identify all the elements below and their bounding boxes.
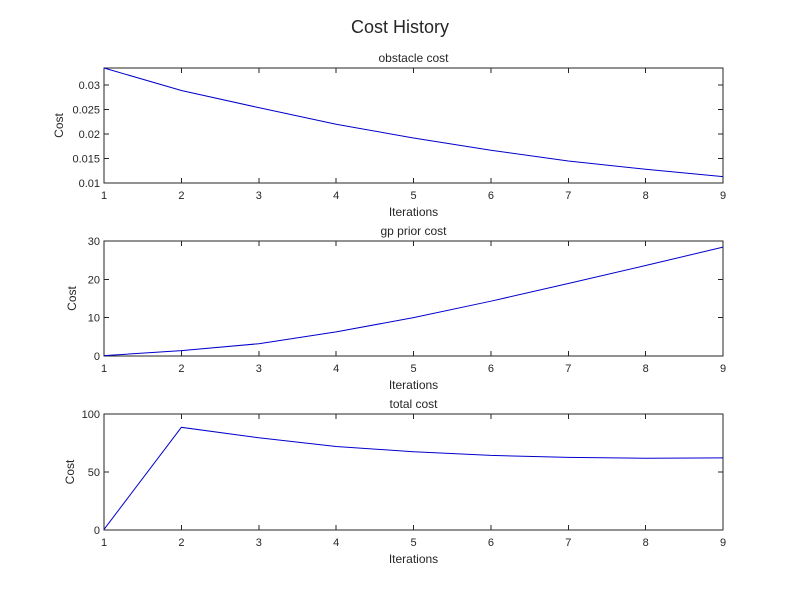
subplot-title: gp prior cost xyxy=(380,224,447,238)
y-tick-label: 0.025 xyxy=(72,105,100,117)
x-tick-label: 6 xyxy=(488,363,494,375)
x-tick-label: 9 xyxy=(720,363,726,375)
y-axis-label: Cost xyxy=(52,113,66,138)
x-tick-label: 4 xyxy=(333,363,339,375)
x-tick-label: 7 xyxy=(565,190,571,202)
series-line-1 xyxy=(103,67,724,178)
y-tick-label: 50 xyxy=(88,467,100,479)
x-tick-label: 1 xyxy=(101,363,107,375)
figure-title: Cost History xyxy=(351,17,449,37)
x-tick-label: 5 xyxy=(410,190,416,202)
y-tick-label: 0.03 xyxy=(79,80,100,92)
y-tick-label: 0 xyxy=(94,525,100,537)
x-tick-label: 1 xyxy=(101,537,107,549)
subplot-3: 1 2 3 4 5 6 7 8 9 0 50 100 total cost Iterations Cost xyxy=(63,397,726,566)
x-tick-label: 8 xyxy=(643,537,649,549)
x-tick-label: 1 xyxy=(101,190,107,202)
x-tick-label: 6 xyxy=(488,537,494,549)
x-axis-label: Iterations xyxy=(389,378,438,392)
x-tick-label: 2 xyxy=(178,363,184,375)
x-tick-label: 7 xyxy=(565,363,571,375)
x-tick-label: 5 xyxy=(410,537,416,549)
y-tick-label: 0.015 xyxy=(72,154,100,166)
y-tick-label: 0 xyxy=(94,351,100,363)
x-tick-label: 8 xyxy=(643,363,649,375)
x-tick-label: 3 xyxy=(256,537,262,549)
x-tick-label: 3 xyxy=(256,363,262,375)
y-axis-label: Cost xyxy=(65,286,79,311)
axes-box xyxy=(103,67,724,184)
x-tick-label: 9 xyxy=(720,537,726,549)
x-tick-label: 9 xyxy=(720,190,726,202)
subplot-1: 1 2 3 4 5 6 7 8 9 0.01 0.015 0.02 0.025 0.03 obstacle … xyxy=(52,51,726,219)
x-tick-label: 5 xyxy=(410,363,416,375)
y-tick-label: 0.01 xyxy=(79,178,100,190)
subplot-title: obstacle cost xyxy=(378,51,449,65)
x-tick-label: 6 xyxy=(488,190,494,202)
series-line-1 xyxy=(103,246,724,357)
x-tick-label: 4 xyxy=(333,537,339,549)
series-line-1 xyxy=(103,426,724,530)
axes-box xyxy=(103,413,724,531)
y-tick-label: 0.02 xyxy=(79,129,100,141)
x-axis-label: Iterations xyxy=(389,205,438,219)
x-tick-label: 7 xyxy=(565,537,571,549)
x-tick-label: 2 xyxy=(178,537,184,549)
x-tick-label: 8 xyxy=(643,190,649,202)
x-axis-label: Iterations xyxy=(389,552,438,566)
y-tick-label: 10 xyxy=(88,313,100,325)
x-tick-label: 3 xyxy=(256,190,262,202)
y-axis-label: Cost xyxy=(63,459,77,484)
y-tick-label: 30 xyxy=(88,236,100,248)
subplot-2: 1 2 3 4 5 6 7 8 9 0 10 20 30 gp prior cost Iterations C… xyxy=(65,224,726,392)
y-tick-label: 100 xyxy=(82,409,100,421)
y-tick-label: 20 xyxy=(88,274,100,286)
x-tick-label: 4 xyxy=(333,190,339,202)
subplot-title: total cost xyxy=(389,397,438,411)
subplots: 1 2 3 4 5 6 7 8 9 0.01 0.015 0.02 0.025 0.03 obstacle … xyxy=(52,51,726,566)
axes-box xyxy=(103,240,724,357)
x-tick-label: 2 xyxy=(178,190,184,202)
